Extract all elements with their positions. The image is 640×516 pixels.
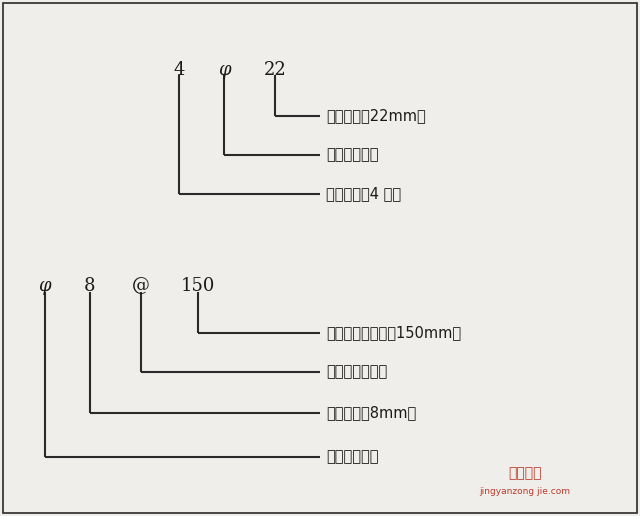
Text: 经验总结: 经验总结 [508,466,541,481]
Text: 钉筋直径（22mm）: 钉筋直径（22mm） [326,108,426,124]
Text: 鑉筋直径符号: 鑉筋直径符号 [326,449,379,464]
Text: 鑉筋直径符号: 鑉筋直径符号 [326,147,379,163]
Text: 鑉筋根数（4 根）: 鑉筋根数（4 根） [326,186,401,201]
Text: 4: 4 [173,61,185,78]
Text: 相等中心距符号: 相等中心距符号 [326,364,388,379]
Text: 相邻鑉筋中心距（150mm）: 相邻鑉筋中心距（150mm） [326,325,461,341]
Text: φ: φ [218,61,230,78]
Text: 8: 8 [84,278,95,295]
Text: @: @ [132,278,150,295]
Text: 150: 150 [181,278,216,295]
Text: 鑉筋直径（8mm）: 鑉筋直径（8mm） [326,405,417,421]
Text: jingyanzong jie.com: jingyanzong jie.com [479,487,570,496]
Text: 22: 22 [264,61,287,78]
Text: φ: φ [38,278,51,295]
